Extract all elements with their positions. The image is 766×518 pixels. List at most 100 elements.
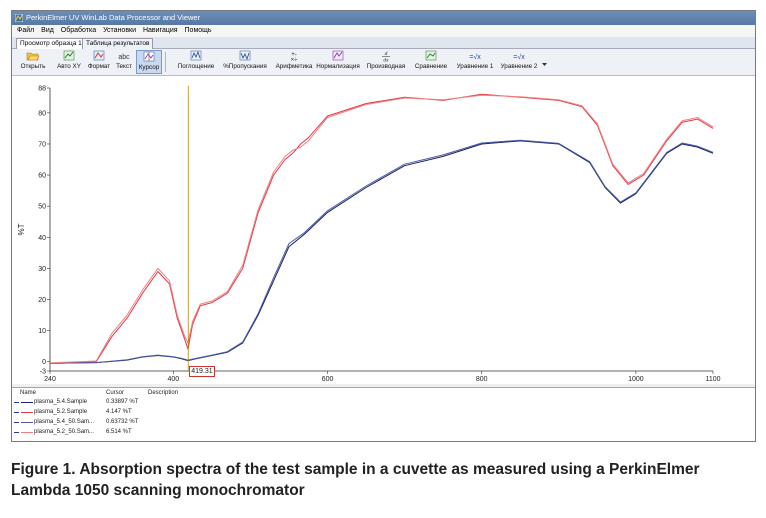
series-line-3 (49, 139, 714, 364)
legend-cursor-value: 4.147 %T (106, 409, 132, 415)
equation-icon: =√x (469, 53, 481, 61)
y-tick-label: -3 (40, 369, 46, 376)
arithmetic-icon: +- ×÷ (291, 52, 299, 63)
series-line-4 (49, 94, 714, 364)
format-icon (93, 50, 105, 61)
menu-file[interactable]: Файл (17, 27, 35, 34)
y-tick-label: 50 (38, 204, 46, 211)
text-button[interactable]: abc Текст (114, 50, 134, 74)
tab-results-table[interactable]: Таблица результатов (82, 38, 154, 49)
legend-swatch (21, 402, 33, 403)
derivative-button[interactable]: d dx Производная (366, 51, 406, 70)
y-tick-label: 10 (38, 328, 46, 335)
cursor-readout: 419.31 (189, 366, 215, 377)
x-tick-label: 1100 (705, 376, 720, 383)
transmittance-button[interactable]: %Пропускания (220, 50, 270, 74)
y-tick-label: 60 (38, 173, 46, 180)
y-tick-label: 20 (38, 297, 46, 304)
legend-cursor-value: 0.33897 %T (106, 399, 139, 405)
svg-text:d: d (385, 51, 388, 57)
chart-svg[interactable]: -3 0 10 20 30 40 50 60 70 80 88 240 400 600 800 1000 110… (12, 76, 756, 385)
absorbance-button[interactable]: Поглощение (174, 50, 218, 74)
y-tick-label: 88 (38, 86, 46, 93)
toolbar-separator (165, 52, 166, 72)
derivative-icon: d dx (382, 51, 390, 63)
compare-icon (425, 50, 437, 61)
absorbance-icon (190, 50, 202, 61)
series-line-1 (49, 140, 714, 364)
x-tick-label: 600 (322, 376, 334, 383)
legend-series-name: plasma_5.2_50.Sam... (34, 429, 95, 435)
y-tick-label: 40 (38, 235, 46, 242)
y-tick-label: 80 (38, 110, 46, 117)
legend-row[interactable]: plasma_5.4.Sample 0.33897 %T (12, 398, 755, 407)
svg-text:abc: abc (118, 54, 130, 61)
legend-marker-icon (14, 432, 19, 433)
app-window: PerkinElmer UV WinLab Data Processor and… (11, 10, 756, 442)
x-tick-label: 1000 (628, 376, 644, 383)
legend-row[interactable]: plasma_5.2_50.Sam... 6.514 %T (12, 428, 755, 437)
legend-cursor-value: 6.514 %T (106, 429, 132, 435)
series-line-2 (49, 93, 714, 364)
x-tick-label: 400 (168, 376, 180, 383)
y-tick-label: 70 (38, 141, 46, 148)
svg-text:=√x: =√x (469, 53, 481, 61)
y-tick-label: 0 (42, 359, 46, 366)
svg-text:=√x: =√x (513, 53, 525, 61)
legend-swatch (21, 412, 33, 413)
x-tick-label: 800 (476, 376, 488, 383)
equation-icon: =√x (513, 53, 525, 61)
x-tick-label: 240 (44, 376, 56, 383)
arithmetic-button[interactable]: +- ×÷ Арифметика (275, 52, 313, 70)
svg-text:+-: +- (291, 52, 297, 58)
app-icon (15, 14, 23, 22)
legend-swatch (21, 432, 33, 433)
transmittance-icon (239, 50, 251, 61)
tab-sample-view[interactable]: Просмотр образца 1 (16, 38, 86, 49)
spectrum-chart[interactable]: -3 0 10 20 30 40 50 60 70 80 88 240 400 600 800 1000 110… (12, 76, 755, 384)
auto-xy-icon (63, 50, 75, 61)
menu-navigation[interactable]: Навигация (142, 27, 178, 34)
compare-button[interactable]: Сравнение (412, 50, 450, 74)
svg-text:×÷: ×÷ (291, 58, 299, 63)
open-button[interactable]: Открыть (18, 50, 48, 74)
auto-xy-button[interactable]: Авто XY (56, 50, 82, 74)
legend-header-description: Description (148, 390, 179, 396)
menu-help[interactable]: Помощь (184, 27, 212, 34)
legend-marker-icon (14, 402, 19, 403)
normalization-icon (332, 50, 344, 61)
toolbar-overflow-button[interactable] (541, 57, 548, 67)
svg-text:dx: dx (383, 58, 389, 63)
window-title: PerkinElmer UV WinLab Data Processor and… (26, 13, 201, 22)
legend-series-name: plasma_5.4_50.Sam... (34, 419, 95, 425)
equation-1-button[interactable]: =√x Уравнение 1 (454, 50, 496, 74)
menu-process[interactable]: Обработка (60, 27, 97, 34)
tab-strip: Просмотр образца 1 Таблица результатов (12, 37, 755, 49)
text-icon: abc (118, 54, 130, 61)
figure-caption: Figure 1. Absorption spectra of the test… (11, 461, 700, 499)
legend-marker-icon (14, 422, 19, 423)
legend-marker-icon (14, 412, 19, 413)
menu-view[interactable]: Вид (41, 27, 54, 34)
legend-series-name: plasma_5.4.Sample (34, 399, 88, 405)
format-button[interactable]: Формат (86, 50, 112, 74)
legend-row[interactable]: plasma_5.4_50.Sam... 0.63732 %T (12, 418, 755, 427)
normalization-button[interactable]: Нормализация (316, 50, 360, 74)
chevron-down-icon (542, 63, 547, 66)
legend-row[interactable]: plasma_5.2.Sample 4.147 %T (12, 408, 755, 417)
legend-header-cursor: Cursor (106, 390, 125, 396)
toolbar: Открыть Авто XY Формат abc Текст (12, 49, 755, 76)
legend-table: Name Cursor Description plasma_5.4.Sampl… (12, 387, 755, 441)
x-axis-label: nm (376, 383, 388, 384)
legend-cursor-value: 0.63732 %T (106, 419, 139, 425)
title-bar: PerkinElmer UV WinLab Data Processor and… (12, 11, 755, 25)
legend-swatch (21, 422, 33, 423)
y-tick-label: 30 (38, 266, 46, 273)
legend-series-name: plasma_5.2.Sample (34, 409, 88, 415)
y-axis-label: %T (17, 223, 26, 235)
equation-2-button[interactable]: =√x Уравнение 2 (498, 50, 540, 74)
legend-header-name: Name (20, 390, 37, 396)
cursor-button[interactable]: Курсор (136, 50, 162, 74)
menu-settings[interactable]: Установки (103, 27, 137, 34)
cursor-icon (143, 51, 155, 62)
